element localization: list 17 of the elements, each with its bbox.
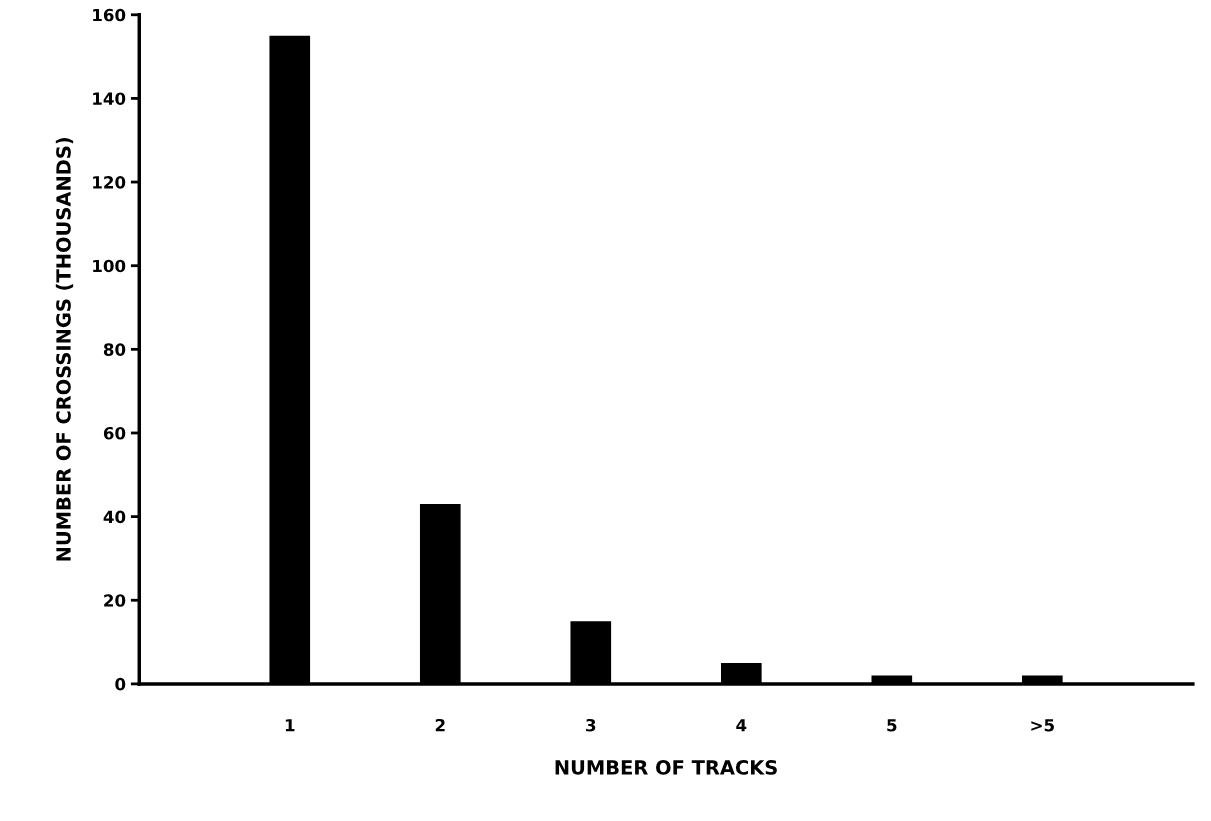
x-axis-title: NUMBER OF TRACKS <box>555 760 777 775</box>
y-tick-label: 160 <box>93 8 126 22</box>
y-tick-label: 40 <box>103 510 126 524</box>
x-tick-label: >5 <box>1031 719 1054 732</box>
y-tick-label: 80 <box>103 343 126 356</box>
x-tick-label: 2 <box>435 718 445 732</box>
y-axis-title: NUMBER OF CROSSINGS (THOUSANDS) <box>55 137 74 561</box>
x-tick-label: 3 <box>586 718 596 732</box>
y-tick-label: 100 <box>93 259 126 273</box>
y-tick-label: 140 <box>93 92 126 105</box>
y-tick-label: 60 <box>103 426 126 440</box>
y-tick-label: 20 <box>104 594 126 607</box>
x-tick-label: 1 <box>285 719 295 732</box>
y-tick-label: 120 <box>93 176 126 189</box>
x-tick-label: 4 <box>736 719 747 732</box>
x-tick-label: 5 <box>887 719 897 732</box>
y-tick-label: 0 <box>115 677 126 691</box>
